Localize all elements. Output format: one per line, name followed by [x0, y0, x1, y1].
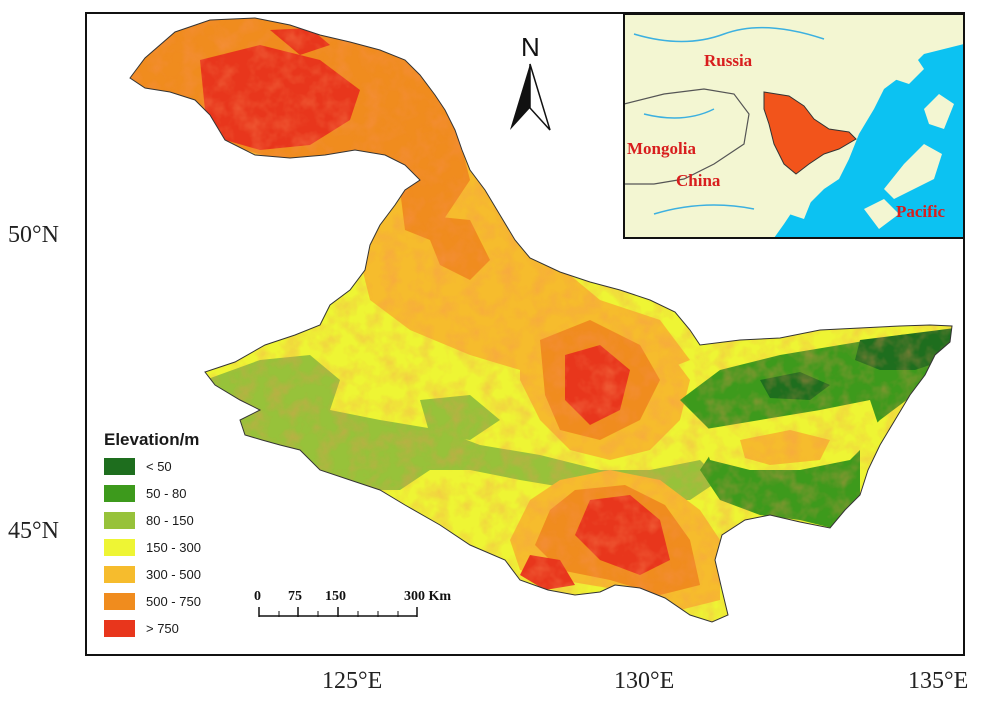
legend-label-2: 80 - 150: [146, 513, 194, 528]
legend-swatch-4: [104, 566, 135, 583]
legend-label-3: 150 - 300: [146, 540, 201, 555]
scale-label-0: 0: [254, 589, 261, 604]
north-arrow-label: N: [521, 32, 540, 62]
inset-label-russia: Russia: [704, 51, 753, 70]
lon-label-130: 130°E: [614, 668, 674, 694]
scale-label-150: 150: [325, 589, 346, 604]
lon-label-135: 135°E: [908, 668, 968, 694]
legend-swatch-2: [104, 512, 135, 529]
legend-swatch-5: [104, 593, 135, 610]
province-outline: [129, 17, 953, 623]
legend-swatch-6: [104, 620, 135, 637]
legend-label-0: < 50: [146, 459, 172, 474]
legend: Elevation/m < 50 50 - 80 80 - 150 150 - 300…: [104, 430, 201, 637]
legend-label-6: > 750: [146, 621, 179, 636]
legend-swatch-1: [104, 485, 135, 502]
inset-map: Russia Mongolia China Pacific: [623, 13, 965, 239]
north-arrow: N: [510, 32, 551, 131]
lon-label-125: 125°E: [322, 668, 382, 694]
scale-label-75: 75: [288, 589, 302, 604]
lat-label-50: 50°N: [8, 222, 59, 248]
legend-swatch-0: [104, 458, 135, 475]
inset-label-pacific: Pacific: [896, 202, 946, 221]
legend-label-4: 300 - 500: [146, 567, 201, 582]
inset-label-mongolia: Mongolia: [627, 139, 696, 158]
scale-bar: 0 75 150 300 Km: [254, 589, 451, 617]
legend-label-5: 500 - 750: [146, 594, 201, 609]
legend-title: Elevation/m: [104, 430, 199, 449]
legend-swatch-3: [104, 539, 135, 556]
north-arrow-left-half: [510, 64, 530, 130]
lat-label-45: 45°N: [8, 518, 59, 544]
north-arrow-right-half: [529, 63, 551, 131]
legend-label-1: 50 - 80: [146, 486, 186, 501]
inset-label-china: China: [676, 171, 721, 190]
scale-label-300: 300 Km: [404, 589, 451, 604]
